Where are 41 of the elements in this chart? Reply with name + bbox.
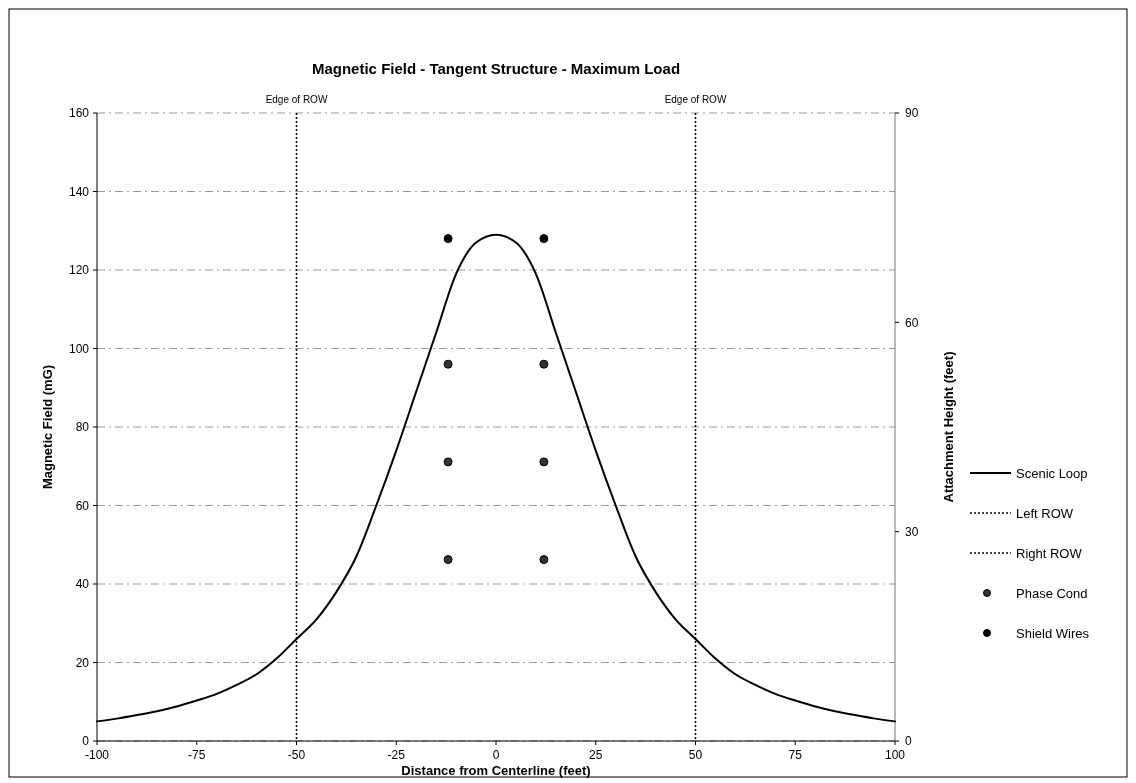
- x-tick-label: -100: [84, 748, 110, 762]
- point: [443, 359, 453, 369]
- point: [539, 234, 549, 244]
- point: [539, 359, 549, 369]
- y-tick-label: 100: [68, 341, 90, 356]
- x-axis-title: Distance from Centerline (feet): [401, 763, 591, 778]
- y2-tick-label: 90: [905, 106, 919, 121]
- y-tick-label: 80: [75, 420, 90, 435]
- y-tick-label: 20: [75, 655, 90, 670]
- x-tick-label: 75: [788, 748, 803, 762]
- x-tick-label: 100: [884, 748, 906, 762]
- y-tick-label: 120: [68, 263, 90, 278]
- point: [539, 555, 549, 565]
- legend-label: Phase Cond: [1016, 585, 1088, 601]
- y-tick-label: 40: [75, 577, 90, 592]
- y2-axis-title: Attachment Height (feet): [941, 351, 956, 503]
- x-tick-label: -75: [188, 748, 206, 762]
- y-axis-title: Magnetic Field (mG): [40, 364, 55, 490]
- chart-title: Magnetic Field - Tangent Structure - Maximum Load: [311, 60, 681, 77]
- point: [539, 457, 549, 467]
- x-tick-label: 0: [492, 748, 500, 762]
- y2-tick-label: 0: [905, 734, 912, 749]
- point: [443, 457, 453, 467]
- y-tick-label: 0: [82, 734, 90, 749]
- y-tick-label: 160: [68, 106, 90, 121]
- x-tick-label: -25: [387, 748, 406, 762]
- ref-line-label: Edge of ROW: [265, 94, 328, 105]
- y-tick-label: 140: [68, 184, 90, 199]
- legend-label: Shield Wires: [1016, 625, 1090, 641]
- x-tick-label: 50: [688, 748, 703, 762]
- point: [443, 555, 453, 565]
- x-tick-label: -50: [287, 748, 306, 762]
- legend-label: Scenic Loop: [1016, 465, 1088, 481]
- text: Right ROW: [1016, 545, 1083, 561]
- x-tick-label: 25: [589, 748, 603, 762]
- point: [443, 234, 453, 244]
- y-tick-label: 60: [75, 498, 90, 513]
- y2-tick-label: 30: [905, 524, 919, 539]
- y2-tick-label: 60: [905, 315, 919, 330]
- text: Left ROW: [1016, 505, 1074, 521]
- ref-line-label: Edge of ROW: [664, 94, 727, 105]
